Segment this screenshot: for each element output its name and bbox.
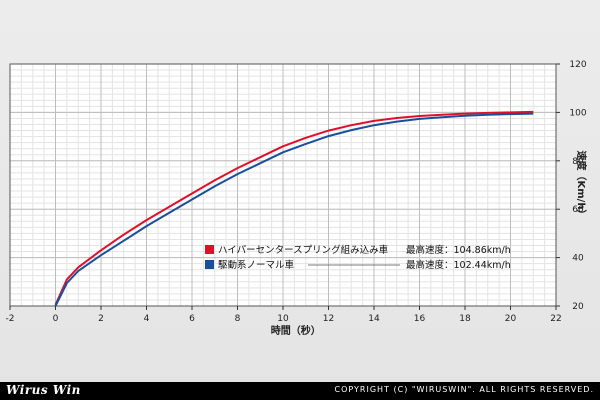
legend: ハイパーセンタースプリング組み込み車 最高速度：104.86km/h 駆動系ノーマル… (205, 244, 511, 271)
y-tick-label: 100 (569, 108, 586, 118)
speed-time-chart: -2 0 2 4 6 8 10 12 14 16 18 20 22 20 40 60 80 100 120 時間（秒）… (6, 60, 588, 337)
x-tick-label: 10 (277, 314, 289, 324)
x-tick-label: 4 (144, 314, 150, 324)
footer-bar: Wirus Win COPYRIGHT (C) "WIRUSWIN". ALL … (0, 382, 600, 400)
x-tick-label: 12 (323, 314, 334, 324)
legend-label-1: ハイパーセンタースプリング組み込み車 (218, 244, 389, 256)
legend-max-speed-1: 最高速度：104.86km/h (406, 244, 511, 256)
legend-swatch-2 (205, 260, 214, 269)
legend-max-speed-2: 最高速度：102.44km/h (406, 259, 511, 271)
y-tick-label: 20 (572, 302, 584, 312)
x-tick-label: -2 (6, 314, 15, 324)
y-tick-label: 40 (572, 254, 584, 264)
legend-label-2: 駆動系ノーマル車 (218, 259, 295, 271)
series-line-2 (54, 112, 534, 307)
y-axis-label: 速度（Km/h） (575, 151, 588, 220)
copyright-text: COPYRIGHT (C) "WIRUSWIN". ALL RIGHTS RES… (334, 385, 594, 394)
x-tick-label: 8 (235, 314, 241, 324)
x-tick-label: 16 (414, 314, 426, 324)
x-tick-label: 14 (368, 314, 380, 324)
legend-swatch-1 (205, 245, 214, 254)
series-line-1 (54, 110, 534, 306)
x-tick-label: 22 (550, 314, 561, 324)
x-tick-label: 0 (53, 314, 59, 324)
y-tick-label: 120 (569, 60, 586, 70)
x-axis-label: 時間（秒） (271, 324, 321, 337)
brand-logo: Wirus Win (6, 383, 81, 397)
x-tick-label: 18 (459, 314, 471, 324)
y-tick-label: 60 (572, 205, 584, 215)
x-tick-label: 2 (98, 314, 104, 324)
x-tick-label: 20 (505, 314, 517, 324)
y-tick-label: 80 (572, 157, 584, 167)
x-tick-label: 6 (189, 314, 195, 324)
